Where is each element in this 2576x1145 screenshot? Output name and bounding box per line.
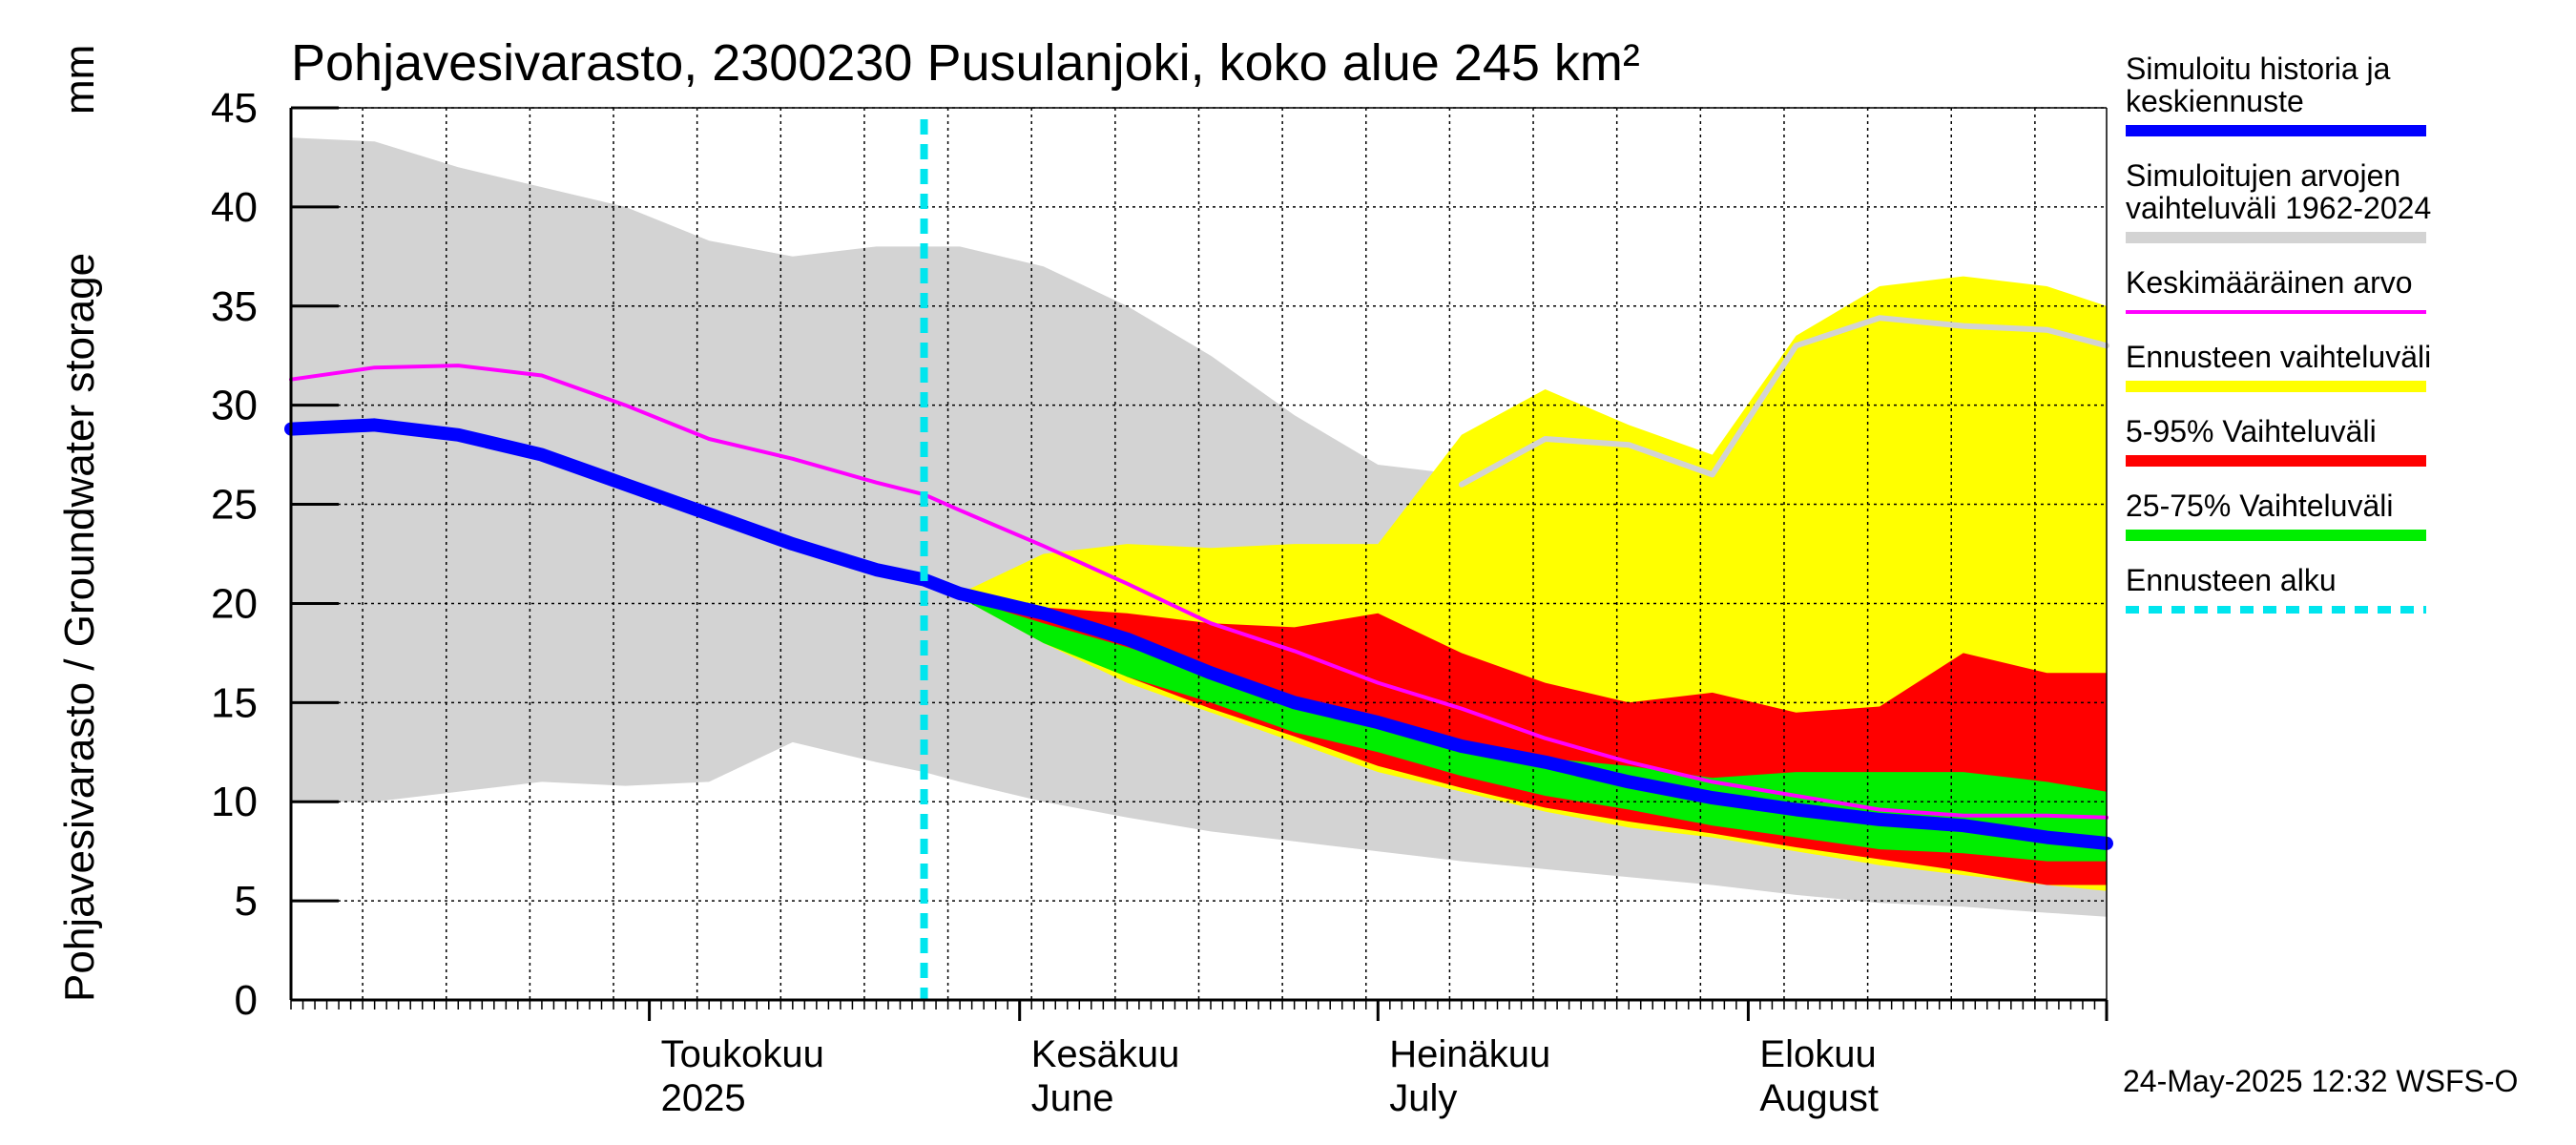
- month-label-3: Elokuu: [1759, 1033, 1876, 1075]
- legend-label2-1: vaihteluväli 1962-2024: [2126, 191, 2431, 225]
- y-tick-label-2: 10: [211, 779, 258, 825]
- month-label2-1: June: [1031, 1077, 1114, 1119]
- legend-label-5: 25-75% Vaihteluväli: [2126, 489, 2393, 523]
- y-tick-label-7: 35: [211, 283, 258, 330]
- y-tick-label-8: 40: [211, 184, 258, 231]
- month-label2-3: August: [1759, 1077, 1879, 1119]
- month-label2-2: July: [1389, 1077, 1457, 1119]
- y-tick-label-6: 30: [211, 383, 258, 429]
- month-label2-0: 2025: [661, 1077, 746, 1119]
- footer-timestamp: 24-May-2025 12:32 WSFS-O: [2123, 1064, 2518, 1098]
- y-axis-label: Pohjavesivarasto / Groundwater storage: [56, 253, 103, 1002]
- y-tick-label-9: 45: [211, 85, 258, 132]
- legend-label2-0: keskiennuste: [2126, 84, 2304, 118]
- y-tick-label-5: 25: [211, 482, 258, 529]
- series-line-0000ff: [284, 418, 2113, 850]
- legend-label-0: Simuloitu historia ja: [2126, 52, 2391, 86]
- chart-bands: [291, 137, 2107, 917]
- band-3: [924, 583, 2107, 862]
- legend-label-4: 5-95% Vaihteluväli: [2126, 414, 2377, 448]
- y-axis-unit: mm: [56, 45, 103, 114]
- series-line-ff00ff: [289, 364, 2109, 820]
- legend-label-3: Ennusteen vaihteluväli: [2126, 340, 2431, 374]
- legend-label-1: Simuloitujen arvojen: [2126, 158, 2400, 193]
- chart-grid: [291, 107, 2107, 1000]
- chart-lines: [284, 119, 2113, 1000]
- y-tick-label-3: 15: [211, 679, 258, 726]
- y-tick-label-4: 20: [211, 580, 258, 627]
- month-label-1: Kesäkuu: [1031, 1033, 1180, 1075]
- y-tick-label-1: 5: [235, 878, 258, 925]
- month-label-2: Heinäkuu: [1389, 1033, 1550, 1075]
- chart-axes: 051015202530354045Toukokuu2025KesäkuuJun…: [211, 85, 2109, 1119]
- chart-title: Pohjavesivarasto, 2300230 Pusulanjoki, k…: [291, 34, 1640, 92]
- series-line-d3d3d3: [1458, 315, 2109, 488]
- legend-label-2: Keskimääräinen arvo: [2126, 265, 2413, 300]
- month-label-0: Toukokuu: [661, 1033, 824, 1075]
- legend-label-6: Ennusteen alku: [2126, 563, 2337, 597]
- y-tick-label-0: 0: [235, 977, 258, 1024]
